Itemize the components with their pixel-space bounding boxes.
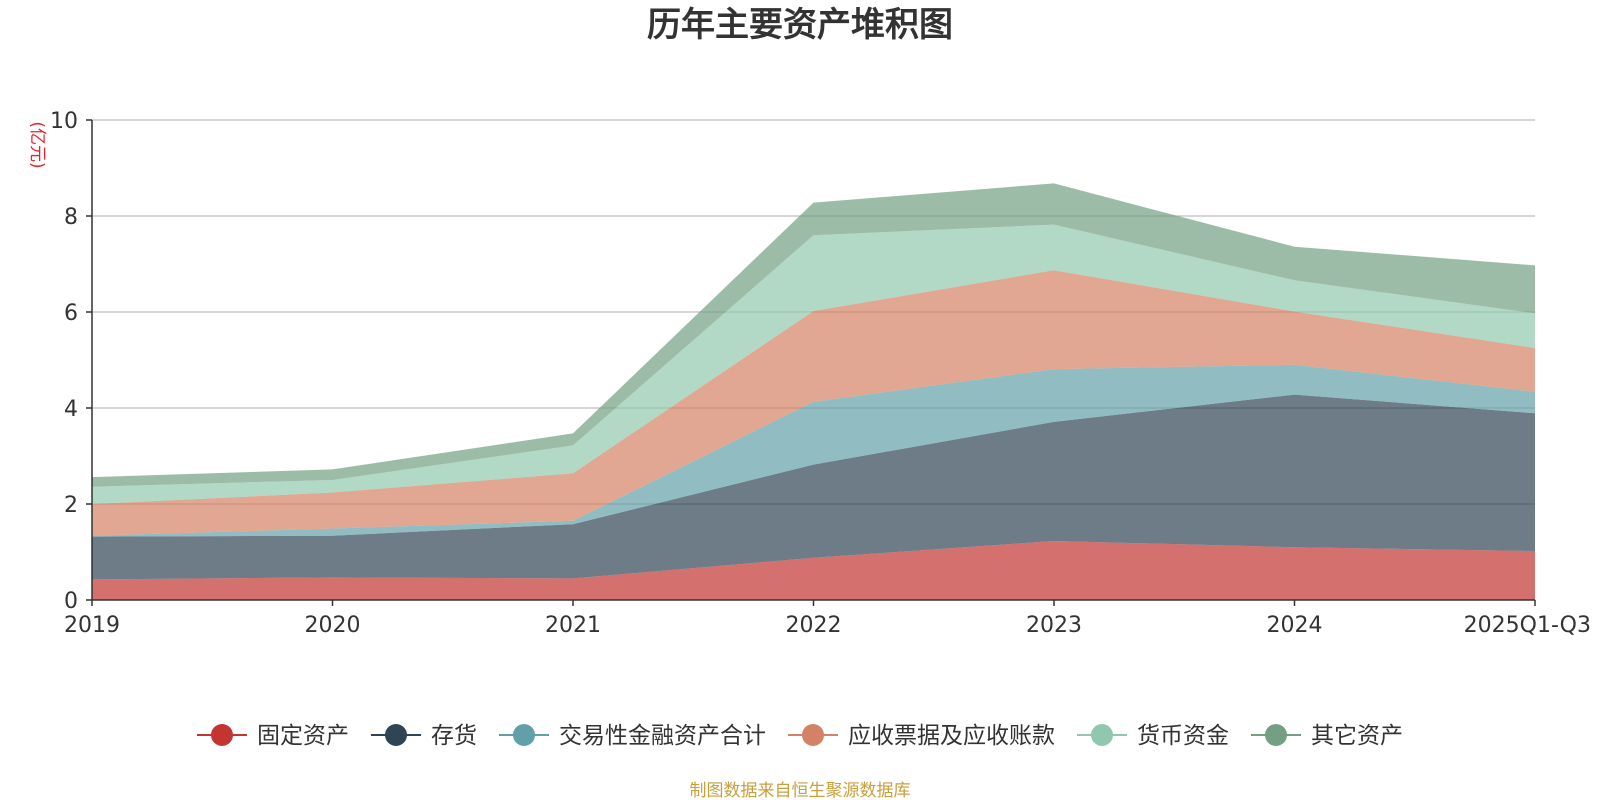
legend-marker-3 [802,724,824,746]
legend-marker-0 [211,724,233,746]
legend-label-5: 其它资产 [1311,723,1403,749]
x-tick-label-2022: 2022 [786,613,842,638]
legend-label-4: 货币资金 [1137,723,1229,749]
legend-item-5[interactable]: 其它资产 [1251,723,1403,749]
x-tick-label-2023: 2023 [1026,613,1082,638]
x-tick-label-2019: 2019 [64,613,120,638]
x-tick-label-2024: 2024 [1267,613,1323,638]
legend-label-3: 应收票据及应收账款 [848,723,1055,749]
y-tick-label-6: 6 [64,301,78,326]
legend-item-2[interactable]: 交易性金融资产合计 [499,723,766,749]
area-series-4[interactable] [92,224,1535,504]
area-series-0[interactable] [92,541,1535,600]
x-tick-label-2020: 2020 [305,613,361,638]
legend-label-0: 固定资产 [257,723,349,749]
y-tick-label-4: 4 [64,397,78,422]
x-axis-ticks: 2019 2020 2021 2022 2023 2024 2025Q1-Q3 [64,600,1591,638]
chart-title: 历年主要资产堆积图 [647,5,953,45]
y-tick-label-0: 0 [64,589,78,614]
legend[interactable]: 固定资产 存货 交易性金融资产合计 应收票据及应收账款 货币资金 其它资产 [197,723,1403,749]
legend-label-1: 存货 [431,723,477,749]
legend-marker-2 [513,724,535,746]
y-tick-label-8: 8 [64,205,78,230]
y-tick-label-10: 10 [50,109,78,134]
legend-item-0[interactable]: 固定资产 [197,723,349,749]
x-tick-label-2021: 2021 [545,613,601,638]
y-axis-ticks: 0 2 4 6 8 10 [50,109,92,614]
legend-marker-1 [385,724,407,746]
legend-item-1[interactable]: 存货 [371,723,477,749]
area-series-1[interactable] [92,394,1535,580]
area-series-3[interactable] [92,270,1535,536]
area-series-group [92,183,1535,600]
y-tick-label-2: 2 [64,493,78,518]
legend-label-2: 交易性金融资产合计 [559,723,766,749]
area-series-2[interactable] [92,364,1535,537]
y-axis-unit-label: (亿元) [27,121,47,168]
legend-marker-4 [1091,724,1113,746]
data-source-note: 制图数据来自恒生聚源数据库 [690,781,911,800]
legend-marker-5 [1265,724,1287,746]
x-tick-label-2025q1-q3: 2025Q1-Q3 [1464,613,1591,638]
legend-item-4[interactable]: 货币资金 [1077,723,1229,749]
legend-item-3[interactable]: 应收票据及应收账款 [788,723,1055,749]
